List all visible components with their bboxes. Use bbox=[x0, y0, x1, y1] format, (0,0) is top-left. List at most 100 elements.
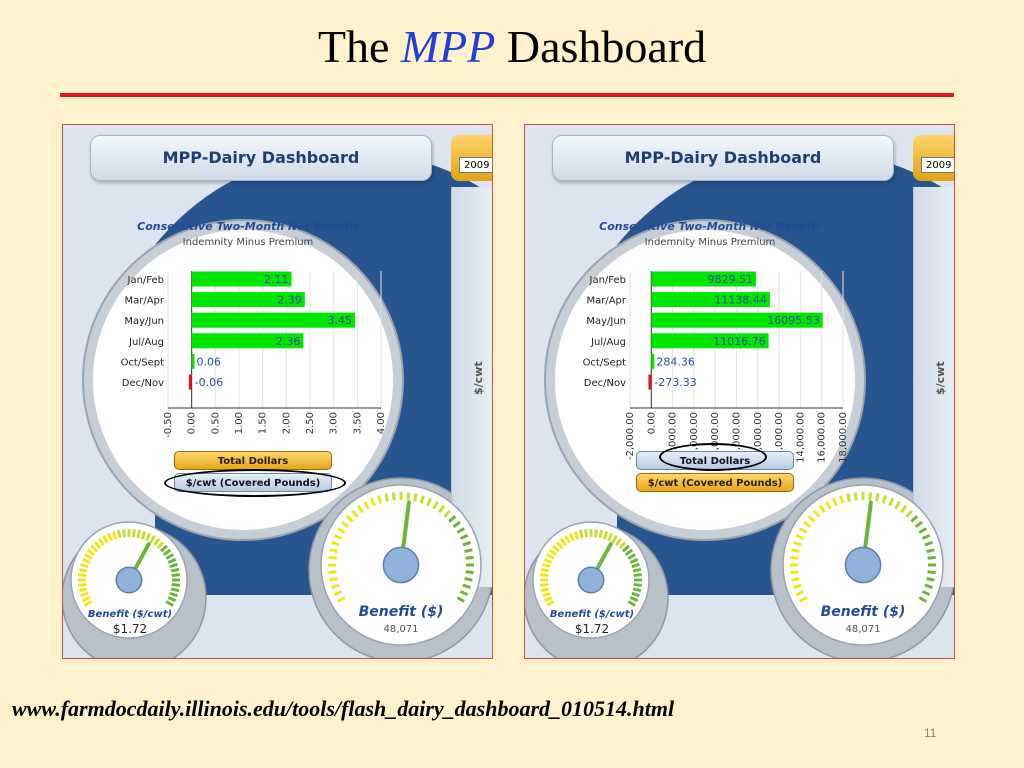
large-gauge-tick bbox=[813, 509, 821, 518]
small-gauge-tick bbox=[145, 532, 152, 542]
large-gauge-tick bbox=[927, 555, 936, 560]
large-gauge-tick bbox=[462, 541, 471, 547]
x-tick-label: 16,000.00 bbox=[817, 412, 828, 463]
slide-title: The MPP Dashboard bbox=[0, 20, 1024, 73]
gauges bbox=[70, 484, 482, 646]
large-gauge-tick bbox=[456, 527, 465, 534]
small-gauge-tick bbox=[165, 600, 174, 607]
small-gauge-tick bbox=[559, 537, 567, 547]
large-gauge-tick bbox=[899, 505, 908, 514]
small-gauge-tick bbox=[598, 529, 604, 539]
small-gauge-tick bbox=[546, 553, 555, 560]
x-tick-label: 12,000.00 bbox=[774, 412, 785, 463]
year-select[interactable]: 2009 bbox=[921, 157, 954, 173]
small-gauge-tick bbox=[633, 573, 642, 577]
bar bbox=[651, 271, 756, 287]
source-url[interactable]: www.farmdocdaily.illinois.edu/tools/flas… bbox=[12, 696, 675, 721]
large-gauge-tick bbox=[825, 501, 832, 510]
category-label: Mar/Apr bbox=[586, 296, 626, 307]
x-tick-label: 2.50 bbox=[305, 412, 316, 434]
category-label: Jan/Feb bbox=[127, 275, 165, 286]
x-tick-label: 0.00 bbox=[646, 412, 657, 434]
x-tick-label: 14,000.00 bbox=[795, 412, 806, 463]
large-gauge-value: 48,071 bbox=[845, 624, 881, 635]
small-gauge-tick bbox=[584, 529, 588, 538]
bar-chart: -0.50 0.00 0.50 1.00 1.50 2.00 2.50 3.00 3.50 4.0… bbox=[121, 271, 387, 438]
small-gauge-tick bbox=[624, 548, 634, 556]
value-label: -0.06 bbox=[195, 376, 223, 389]
small-gauge-tick bbox=[170, 587, 180, 593]
large-gauge-tick bbox=[333, 533, 343, 540]
bar bbox=[191, 353, 195, 369]
small-gauge-tick bbox=[621, 544, 630, 553]
small-gauge-tick bbox=[548, 548, 558, 556]
large-gauge-tick bbox=[351, 509, 359, 518]
small-gauge-tick bbox=[132, 529, 136, 538]
large-gauge-tick bbox=[918, 527, 927, 534]
small-gauge-tick bbox=[78, 573, 87, 577]
small-gauge-tick bbox=[78, 567, 88, 573]
large-gauge-tick bbox=[868, 492, 873, 501]
bar bbox=[651, 353, 655, 369]
small-gauge-tick bbox=[153, 537, 161, 547]
large-gauge-tick bbox=[818, 505, 827, 514]
per-cwt-button[interactable]: $/cwt (Covered Pounds) bbox=[636, 473, 794, 492]
large-gauge-tick bbox=[921, 533, 931, 540]
small-gauge-tick bbox=[136, 529, 142, 539]
chart-title: Consecutive Two-Month Net Benefit bbox=[137, 220, 359, 233]
small-gauge-tick bbox=[171, 583, 180, 587]
title-pre: The bbox=[317, 21, 401, 72]
small-gauge-tick bbox=[627, 553, 636, 560]
small-gauge-tick bbox=[81, 596, 91, 603]
x-tick-label: 3.00 bbox=[329, 412, 340, 434]
small-gauge-tick bbox=[167, 557, 177, 564]
large-gauge-tick bbox=[465, 555, 474, 560]
large-gauge-tick bbox=[791, 548, 800, 553]
small-gauge-tick bbox=[552, 544, 561, 553]
large-gauge-tick bbox=[341, 520, 350, 529]
large-gauge-tick bbox=[905, 509, 913, 518]
small-gauge-tick bbox=[564, 535, 571, 544]
year-select[interactable]: 2009 bbox=[459, 157, 492, 173]
small-gauge-tick bbox=[170, 567, 180, 573]
small-gauge-tick bbox=[93, 541, 102, 550]
gauges bbox=[532, 484, 944, 646]
small-gauge-tick bbox=[156, 541, 165, 550]
bar bbox=[651, 333, 769, 349]
large-gauge-tick bbox=[799, 596, 808, 603]
small-gauge-tick bbox=[540, 567, 550, 573]
value-label: 2.39 bbox=[277, 294, 302, 307]
large-gauge-tick bbox=[910, 515, 919, 523]
small-gauge-tick bbox=[611, 535, 618, 544]
bar bbox=[648, 374, 652, 390]
small-gauge-tick bbox=[169, 562, 178, 569]
large-gauge-label: Benefit ($) bbox=[820, 604, 906, 620]
x-tick-label: 4,000.00 bbox=[689, 412, 700, 457]
small-gauge-tick bbox=[169, 591, 178, 598]
small-gauge-tick bbox=[629, 596, 639, 603]
x-tick-label: 1.50 bbox=[258, 412, 269, 434]
large-gauge-tick bbox=[795, 590, 805, 597]
selection-oval bbox=[659, 443, 767, 471]
value-label: 9829.51 bbox=[707, 273, 753, 286]
small-gauge-tick bbox=[106, 532, 113, 542]
large-gauge-tick bbox=[331, 541, 340, 547]
x-tick-label: 6,000.00 bbox=[710, 412, 721, 457]
small-gauge-tick bbox=[171, 573, 180, 577]
large-gauge-tick bbox=[846, 493, 851, 502]
small-gauge-tick bbox=[542, 591, 551, 598]
small-gauge-tick bbox=[602, 531, 609, 540]
small-gauge-tick bbox=[162, 548, 172, 556]
small-gauge-tick bbox=[618, 541, 627, 550]
value-label: 3.45 bbox=[327, 314, 352, 327]
large-gauge-tick bbox=[328, 555, 337, 560]
small-gauge-tick bbox=[543, 557, 553, 564]
small-gauge-tick bbox=[140, 531, 147, 540]
x-tick-label: 18,000.00 bbox=[838, 412, 849, 463]
category-label: May/Jun bbox=[124, 316, 164, 327]
small-gauge-tick bbox=[631, 562, 640, 569]
large-gauge-tick bbox=[384, 493, 389, 502]
large-gauge-tick bbox=[329, 548, 338, 553]
large-gauge-tick bbox=[456, 596, 465, 603]
category-label: Dec/Nov bbox=[122, 378, 164, 389]
